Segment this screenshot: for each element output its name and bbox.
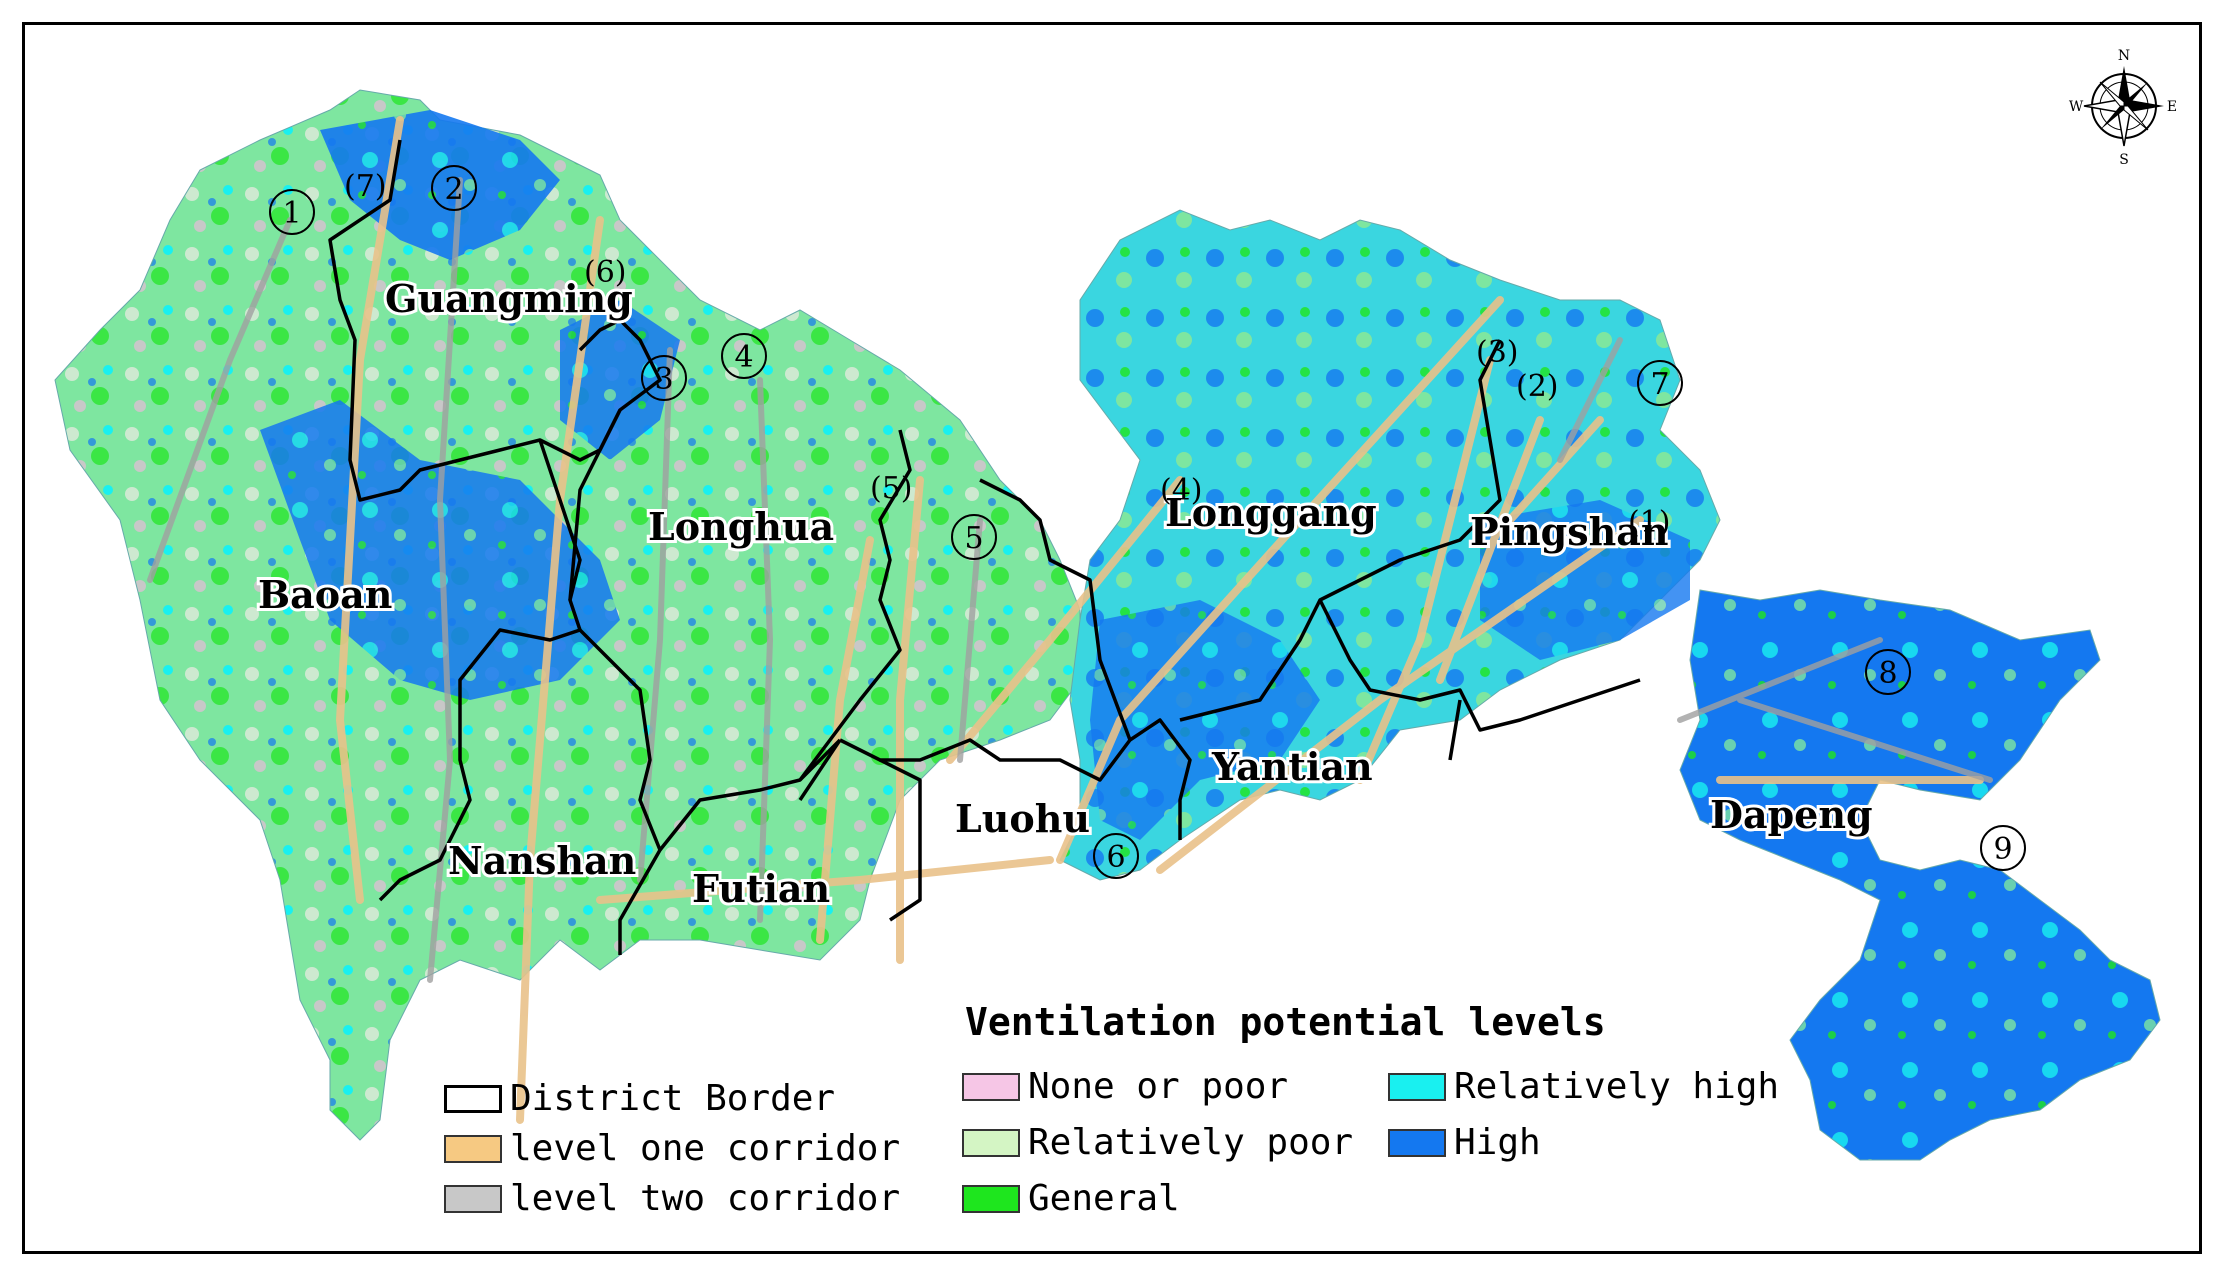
level-one-corridors (335, 116, 1984, 1124)
legend-label: District Border (510, 1078, 836, 1119)
district-borders (328, 139, 1641, 955)
district-label-nanshan: Nanshan (448, 838, 636, 883)
legend-swatch (962, 1072, 1020, 1101)
legend-item-level-two-corridor: level two corridor (444, 1178, 900, 1219)
legend-swatch (444, 1084, 502, 1113)
legend-item-high: High (1388, 1122, 1541, 1163)
corridor-marker-5: 5 (951, 514, 997, 560)
svg-text:3: 3 (654, 362, 673, 397)
svg-text:W: W (2069, 99, 2084, 115)
level-two-corridors (147, 177, 1993, 983)
legend-label: Relatively poor (1028, 1122, 1354, 1163)
district-labels: Guangming Baoan Longhua Longgang Pingsha… (255, 273, 1876, 914)
compass-rose-icon: N S E W (2069, 48, 2177, 168)
legend-item-district-border: District Border (444, 1078, 835, 1119)
corridor-marker-p4: (4) (1160, 473, 1203, 508)
legend-swatch (444, 1184, 502, 1213)
svg-text:6: 6 (1106, 840, 1125, 875)
legend-item-relatively-high: Relatively high (1388, 1066, 1779, 1107)
corridor-marker-p7: (7) (344, 169, 387, 204)
district-label-yantian: Yantian (1211, 744, 1373, 789)
legend-label: High (1454, 1122, 1541, 1163)
legend-item-level-one-corridor: level one corridor (444, 1128, 900, 1169)
svg-text:E: E (2167, 99, 2177, 115)
legend-swatch (1388, 1072, 1446, 1101)
svg-text:4: 4 (734, 340, 753, 375)
legend-item-none-or-poor: None or poor (962, 1066, 1288, 1107)
legend-swatch (962, 1184, 1020, 1213)
corridor-marker-p3: (3) (1476, 335, 1519, 370)
svg-text:8: 8 (1878, 656, 1897, 691)
legend-swatch (962, 1128, 1020, 1157)
corridor-marker-p6: (6) (584, 255, 627, 290)
legend-label: None or poor (1028, 1066, 1289, 1107)
corridor-marker-1: 1 (269, 189, 315, 235)
corridor-marker-4: 4 (721, 333, 767, 379)
svg-text:S: S (2119, 152, 2129, 168)
legend-item-general: General (962, 1178, 1180, 1219)
high-east-b (1480, 500, 1690, 660)
legend-title: Ventilation potential levels (965, 1000, 1606, 1044)
district-label-longgang: Longgang (1165, 490, 1377, 535)
svg-text:1: 1 (282, 196, 301, 231)
level-one-markers: 1 2 3 4 5 6 7 8 9 (269, 165, 2026, 879)
district-label-pingshan: Pingshan (1470, 509, 1668, 554)
district-label-luohu: Luohu (955, 796, 1090, 841)
corridor-marker-p5: (5) (870, 471, 913, 506)
legend-swatch (444, 1134, 502, 1163)
district-label-guangming: Guangming (385, 276, 633, 321)
corridor-marker-p2: (2) (1516, 369, 1559, 404)
district-label-dapeng: Dapeng (1710, 792, 1873, 837)
corridor-marker-9: 9 (1980, 825, 2026, 871)
corridor-marker-p1: (1) (1628, 505, 1671, 540)
svg-text:2: 2 (444, 172, 463, 207)
level-two-markers: (1) (2) (3) (4) (5) (6) (7) (344, 169, 1671, 540)
svg-text:9: 9 (1993, 832, 2012, 867)
high-east-a (1090, 600, 1320, 840)
legend-label: level two corridor (510, 1178, 901, 1219)
district-label-futian: Futian (692, 866, 830, 911)
district-label-baoan: Baoan (258, 572, 392, 617)
legend-label: General (1028, 1178, 1180, 1219)
corridor-marker-7: 7 (1637, 360, 1683, 406)
district-label-longhua: Longhua (648, 504, 834, 549)
svg-text:N: N (2118, 48, 2130, 64)
corridor-marker-2: 2 (431, 165, 477, 211)
svg-text:5: 5 (964, 521, 983, 556)
legend-label: level one corridor (510, 1128, 901, 1169)
legend-item-relatively-poor: Relatively poor (962, 1122, 1353, 1163)
land-dapeng (1679, 589, 2161, 1161)
svg-text:7: 7 (1650, 367, 1669, 402)
corridor-marker-8: 8 (1865, 649, 1911, 695)
legend-swatch (1388, 1128, 1446, 1157)
corridor-marker-6: 6 (1093, 833, 1139, 879)
legend-label: Relatively high (1454, 1066, 1780, 1107)
corridor-marker-3: 3 (641, 355, 687, 401)
